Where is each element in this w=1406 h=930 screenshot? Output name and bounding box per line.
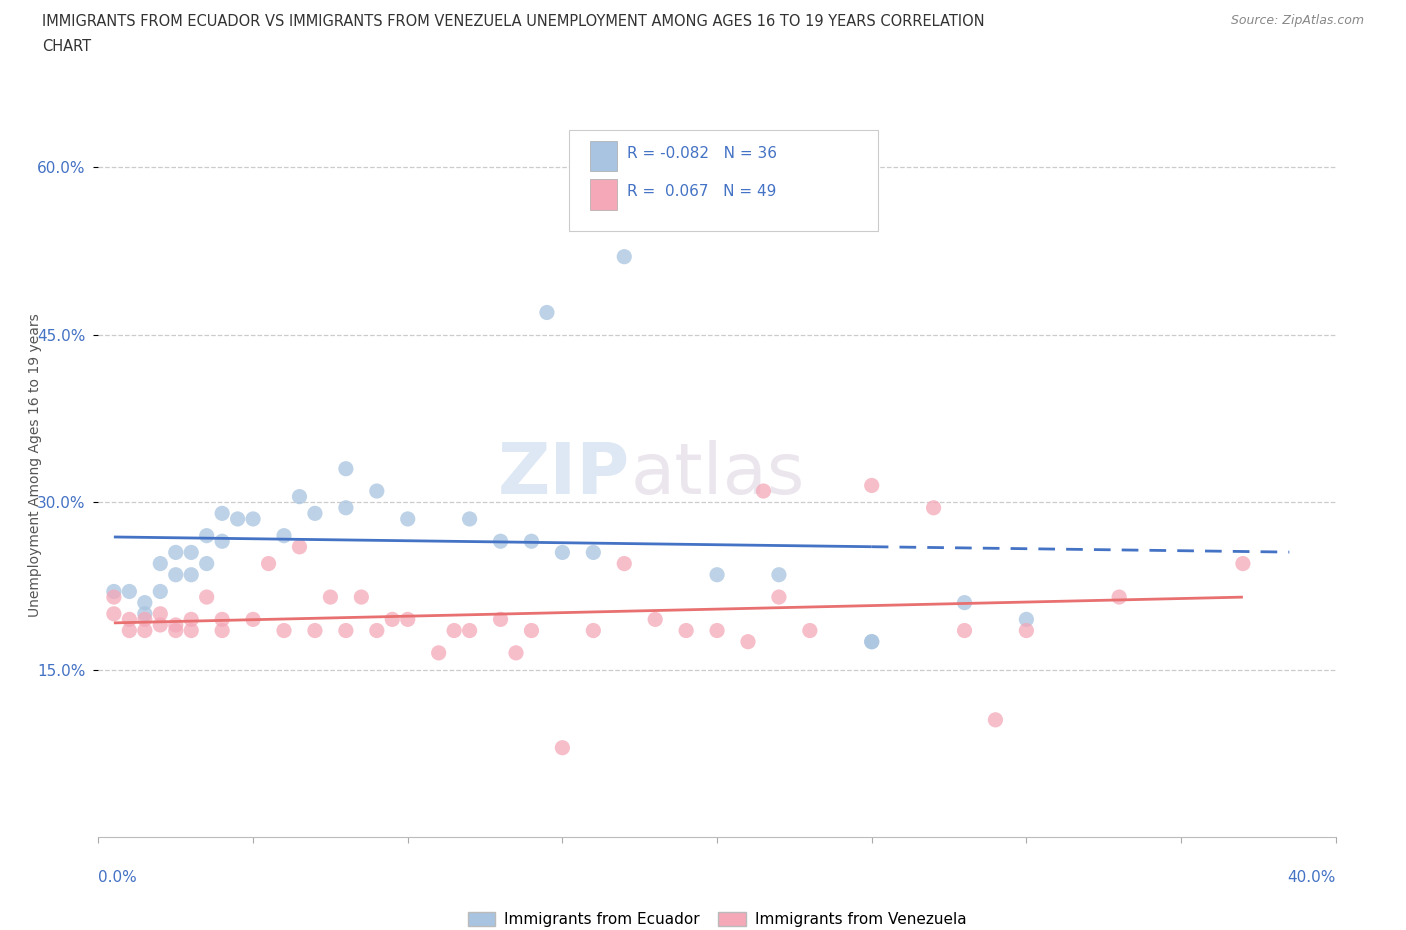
Point (195, 556, 218, 571)
Point (180, 545, 202, 560)
Point (211, 506, 233, 521)
Legend: Immigrants from Ecuador, Immigrants from Venezuela: Immigrants from Ecuador, Immigrants from… (461, 907, 973, 930)
Point (366, 623, 388, 638)
Point (134, 606, 156, 621)
Point (304, 623, 326, 638)
Point (304, 506, 326, 521)
Point (768, 567, 790, 582)
Point (226, 512, 249, 526)
Point (520, 623, 543, 638)
Point (288, 539, 311, 554)
Point (273, 528, 295, 543)
Point (257, 556, 280, 571)
Point (860, 634, 883, 649)
Text: atlas: atlas (630, 440, 804, 509)
Point (427, 645, 450, 660)
Point (1015, 623, 1038, 638)
Point (165, 618, 187, 632)
Point (134, 612, 156, 627)
Point (675, 623, 697, 638)
Point (118, 623, 141, 638)
Point (165, 623, 187, 638)
Point (752, 484, 775, 498)
Point (1232, 556, 1254, 571)
Point (706, 623, 728, 638)
Text: Unemployment Among Ages 16 to 19 years: Unemployment Among Ages 16 to 19 years (28, 313, 42, 617)
Text: Source: ZipAtlas.com: Source: ZipAtlas.com (1230, 14, 1364, 27)
Point (443, 623, 465, 638)
Point (860, 634, 883, 649)
Point (149, 584, 172, 599)
Point (984, 712, 1007, 727)
Point (799, 623, 821, 638)
Point (1015, 612, 1038, 627)
Point (706, 567, 728, 582)
Point (273, 623, 295, 638)
Point (180, 612, 202, 627)
FancyBboxPatch shape (589, 140, 617, 171)
Point (613, 249, 636, 264)
Point (489, 612, 512, 627)
Point (335, 461, 357, 476)
FancyBboxPatch shape (568, 130, 877, 232)
Point (195, 528, 218, 543)
Point (953, 623, 976, 638)
Point (195, 590, 218, 604)
Point (149, 606, 172, 621)
Text: CHART: CHART (42, 39, 91, 54)
Point (118, 612, 141, 627)
Point (396, 612, 419, 627)
Text: 40.0%: 40.0% (1288, 870, 1336, 884)
Point (768, 590, 790, 604)
Point (335, 500, 357, 515)
Point (134, 623, 156, 638)
Point (242, 612, 264, 627)
Text: R = -0.082   N = 36: R = -0.082 N = 36 (627, 146, 776, 161)
Point (165, 567, 187, 582)
Point (505, 645, 527, 660)
Point (165, 545, 187, 560)
Point (922, 500, 945, 515)
Point (335, 623, 357, 638)
Point (118, 584, 141, 599)
Point (489, 534, 512, 549)
Point (458, 512, 481, 526)
Point (149, 618, 172, 632)
Point (582, 623, 605, 638)
Point (381, 612, 404, 627)
Point (737, 634, 759, 649)
Point (860, 478, 883, 493)
Text: ZIP: ZIP (498, 440, 630, 509)
Point (536, 305, 558, 320)
Point (644, 612, 666, 627)
Point (211, 623, 233, 638)
Point (366, 484, 388, 498)
Point (1108, 590, 1130, 604)
Point (180, 567, 202, 582)
Point (551, 545, 574, 560)
Point (134, 595, 156, 610)
Point (582, 545, 605, 560)
Point (520, 534, 543, 549)
Point (396, 512, 419, 526)
Point (288, 489, 311, 504)
Text: 0.0%: 0.0% (98, 870, 138, 884)
Point (350, 590, 373, 604)
Text: R =  0.067   N = 49: R = 0.067 N = 49 (627, 184, 776, 199)
Point (211, 534, 233, 549)
Point (953, 595, 976, 610)
Point (103, 584, 125, 599)
Point (319, 590, 342, 604)
Point (103, 590, 125, 604)
Point (149, 556, 172, 571)
Point (242, 512, 264, 526)
Point (180, 623, 202, 638)
Point (458, 623, 481, 638)
Point (103, 606, 125, 621)
Point (613, 556, 636, 571)
FancyBboxPatch shape (589, 179, 617, 209)
Point (211, 612, 233, 627)
Point (551, 740, 574, 755)
Text: IMMIGRANTS FROM ECUADOR VS IMMIGRANTS FROM VENEZUELA UNEMPLOYMENT AMONG AGES 16 : IMMIGRANTS FROM ECUADOR VS IMMIGRANTS FR… (42, 14, 984, 29)
